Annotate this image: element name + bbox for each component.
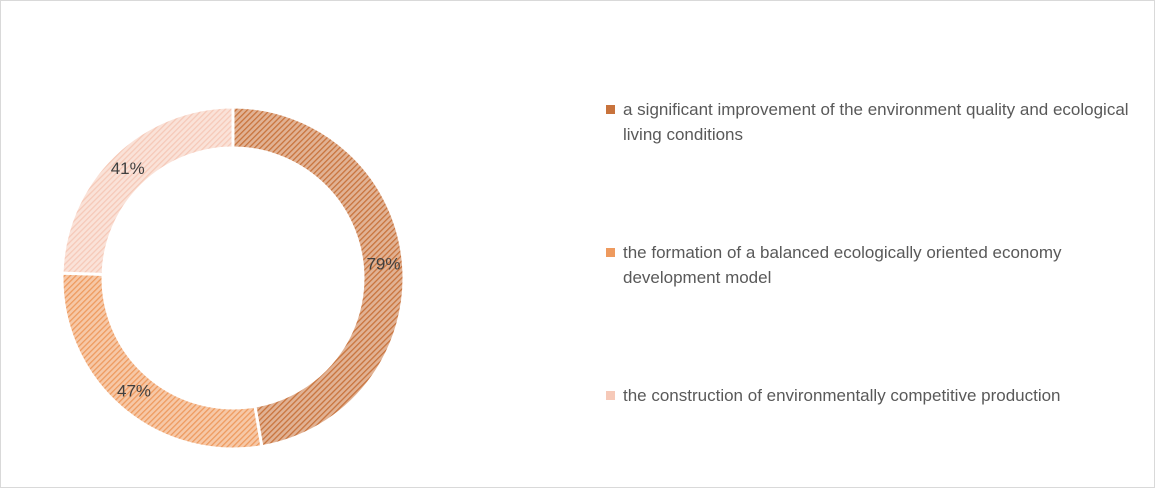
legend-swatch [606, 391, 615, 400]
donut-slice [60, 271, 264, 451]
legend-label: the formation of a balanced ecologically… [623, 243, 1062, 287]
legend-entry: a significant improvement of the environ… [605, 97, 1153, 147]
donut-slice [60, 105, 235, 276]
data-label: 79% [366, 255, 400, 274]
legend-swatch [606, 248, 615, 257]
legend-label: a significant improvement of the environ… [623, 100, 1129, 144]
legend-entry: the construction of environmentally comp… [605, 383, 1153, 408]
data-label: 41% [111, 159, 145, 178]
data-label: 47% [117, 382, 151, 401]
legend-label: the construction of environmentally comp… [623, 386, 1061, 405]
donut-slice [231, 105, 406, 449]
legend-entry: the formation of a balanced ecologically… [605, 240, 1153, 290]
legend-swatch [606, 105, 615, 114]
